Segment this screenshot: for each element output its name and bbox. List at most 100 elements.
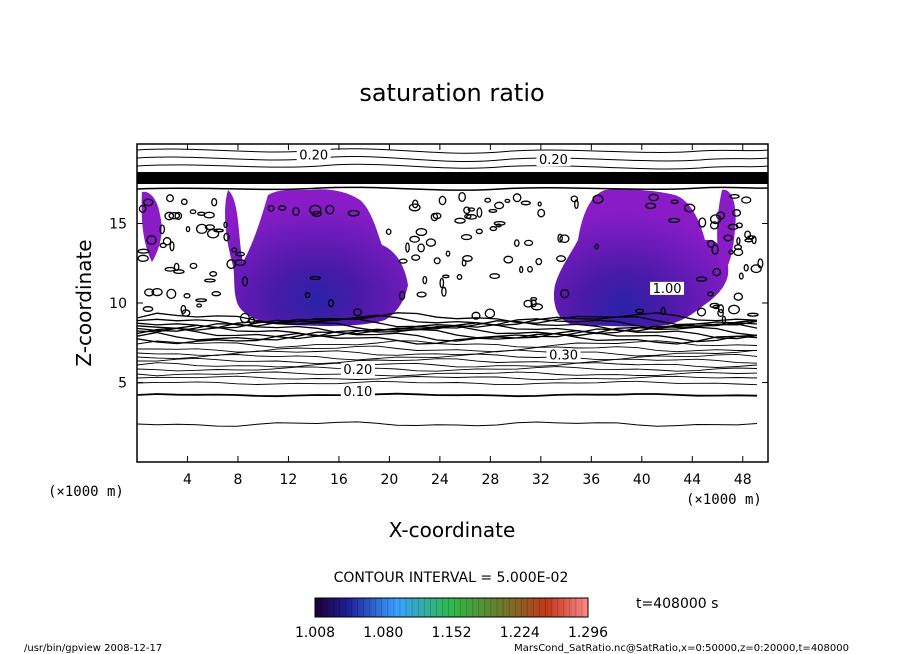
contour-cell	[209, 271, 218, 277]
contour-cell	[185, 225, 191, 233]
y-axis-ticks: 5 10 15	[109, 217, 768, 392]
contour-cell	[484, 197, 492, 203]
contour-cell	[425, 238, 437, 247]
footer-left: /usr/bin/gpview 2008-12-17	[24, 643, 162, 654]
contour-cell	[159, 242, 167, 249]
contour-cell	[137, 248, 150, 254]
contour-cell	[226, 259, 237, 270]
contour-line	[137, 319, 758, 332]
contour-cell	[519, 266, 524, 274]
contour-line	[137, 330, 758, 343]
contour-cell	[513, 239, 520, 247]
contour-cell	[464, 213, 472, 220]
contour-cell	[696, 307, 707, 317]
supersaturated-region-right-tower	[717, 189, 736, 272]
contour-cell	[707, 239, 716, 248]
contour-cell	[728, 304, 740, 315]
contour-cell	[241, 276, 248, 287]
contour-cell	[138, 204, 147, 213]
contour-cell	[717, 304, 725, 314]
contour-cell	[493, 220, 506, 226]
contour-cell	[409, 235, 420, 243]
contour-cell	[164, 211, 175, 221]
contour-cell	[180, 198, 188, 206]
contour-cell	[142, 306, 154, 312]
contour-cell	[668, 217, 681, 224]
contour-cell	[183, 293, 191, 299]
contour-cell	[398, 290, 406, 301]
contour-cell	[476, 207, 483, 218]
contour-cell	[422, 275, 428, 285]
contour-cell	[523, 239, 534, 247]
contour-cell	[683, 203, 696, 213]
contour-line	[137, 327, 758, 340]
colorbar-tick-labels: 1.008 1.080 1.152 1.224 1.296	[295, 625, 608, 641]
contour-cell	[223, 232, 230, 242]
contour-cell	[353, 308, 362, 317]
contour-cell	[347, 209, 360, 217]
contour-cell	[433, 257, 441, 265]
x-unit-left: (×1000 m)	[48, 484, 124, 500]
contour-cell	[454, 217, 466, 224]
contour-cell	[735, 222, 743, 229]
contour-cell	[417, 243, 425, 253]
contour-cell	[757, 258, 764, 269]
contour-cell	[741, 196, 752, 204]
x-tick-label: 20	[380, 472, 398, 488]
colorbar-gradient	[314, 597, 589, 618]
contour-cell	[416, 291, 427, 298]
supersaturated-region-left-edge	[141, 191, 162, 262]
contour-cell	[304, 292, 311, 299]
x-axis-ticks: 4 8 12 16 20 24 28 32 36 40 44 48	[183, 144, 752, 488]
supersaturated-region-left	[225, 189, 408, 326]
contour-cell	[711, 244, 719, 255]
contour-cell	[159, 224, 166, 235]
contour-cell	[574, 199, 579, 210]
contour-cell	[408, 203, 421, 212]
contour-label-bg	[340, 362, 375, 376]
contour-cell	[484, 308, 496, 319]
colorbar-tick-label: 1.008	[295, 625, 335, 641]
contour-cell	[211, 197, 218, 207]
contour-cell	[744, 230, 752, 239]
contour-cell	[512, 193, 522, 203]
contour-cell	[471, 311, 481, 320]
contour-line	[137, 421, 758, 427]
contour-cell	[385, 228, 392, 236]
contour-cell	[475, 228, 483, 235]
contour-cell	[223, 221, 228, 229]
contour-cell	[169, 241, 175, 252]
contour-label-bg	[536, 153, 571, 167]
contour-cell	[488, 208, 498, 213]
contour-line	[137, 357, 758, 365]
contour-cell	[738, 272, 744, 280]
x-tick-label: 24	[431, 472, 449, 488]
y-tick-label: 10	[109, 296, 127, 312]
contour-label: 0.30	[549, 349, 578, 364]
contour-cell	[325, 204, 335, 215]
contour-cell	[751, 235, 757, 245]
contour-label-bg	[546, 348, 581, 362]
contour-line	[137, 353, 758, 361]
contour-cell	[747, 312, 759, 317]
contour-cell	[594, 243, 600, 250]
x-tick-label: 32	[532, 472, 550, 488]
contour-cell	[151, 287, 163, 297]
contour-label: 1.00	[653, 282, 682, 297]
contour-cell	[743, 264, 749, 272]
contour-cell	[462, 255, 473, 262]
contour-cell	[292, 206, 300, 217]
contour-cell	[660, 306, 666, 316]
contour-cell	[164, 266, 176, 272]
x-tick-label: 40	[633, 472, 651, 488]
contour-cell	[456, 274, 463, 280]
contour-cell	[670, 199, 679, 205]
contour-cell	[405, 242, 410, 253]
contour-cell	[717, 308, 724, 318]
contour-line	[137, 345, 758, 353]
contour-cell	[530, 303, 544, 311]
contour-cell	[231, 247, 238, 253]
contour-cell	[460, 234, 473, 241]
contour-cell	[203, 211, 215, 219]
contour-cell	[715, 211, 726, 220]
